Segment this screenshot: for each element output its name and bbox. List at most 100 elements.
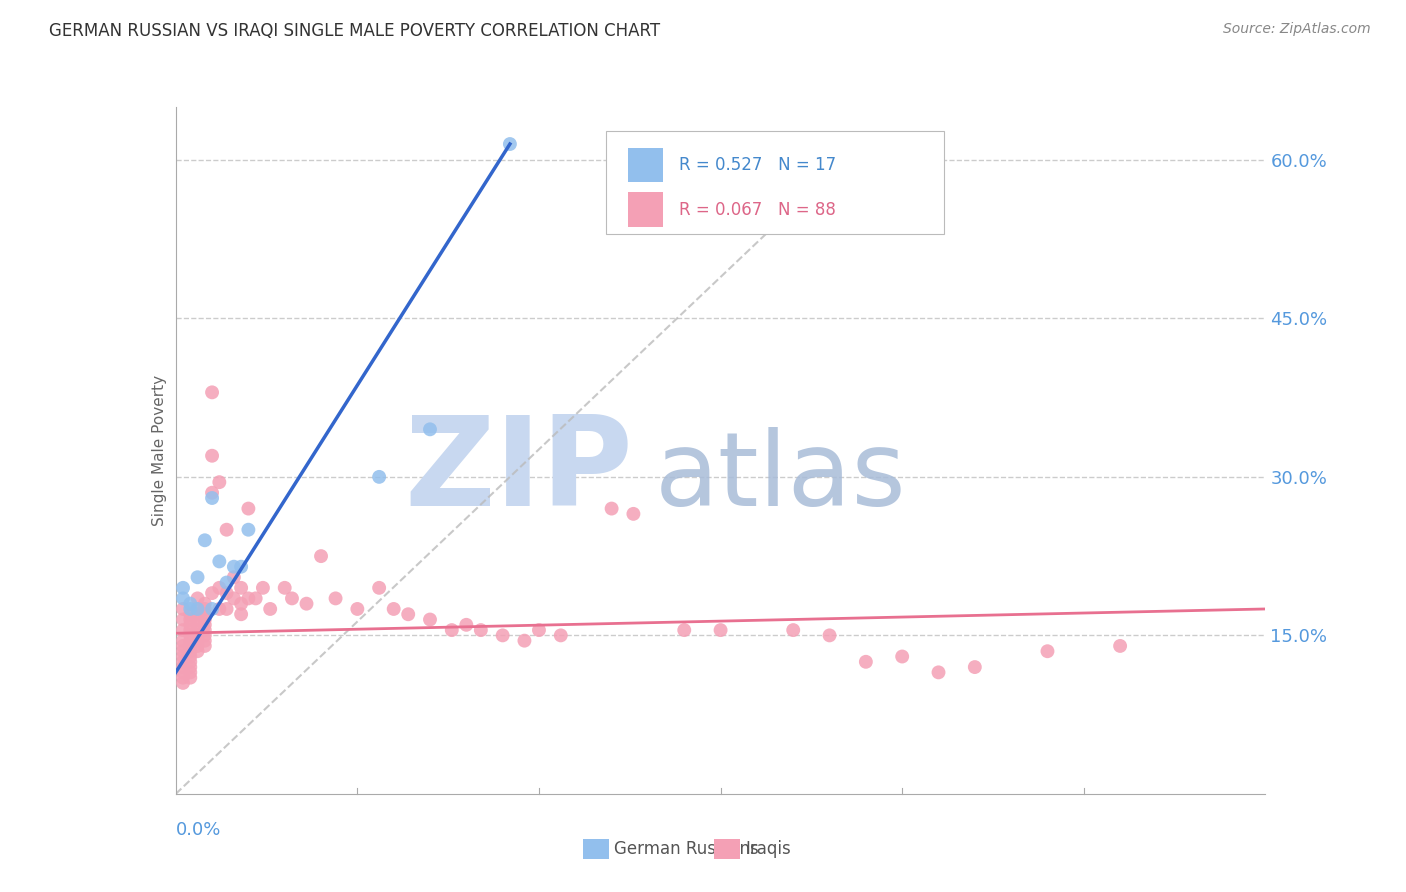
Point — [456, 617, 478, 632]
Point — [172, 633, 194, 648]
Point — [281, 591, 304, 606]
Bar — [628, 148, 662, 183]
Point — [179, 617, 201, 632]
Text: R = 0.527   N = 17: R = 0.527 N = 17 — [679, 156, 837, 174]
Point — [186, 570, 209, 584]
Point — [309, 549, 332, 563]
Point — [818, 628, 841, 642]
Point — [274, 581, 297, 595]
Text: German Russians: German Russians — [614, 840, 759, 858]
FancyBboxPatch shape — [606, 131, 943, 234]
Point — [186, 623, 209, 637]
Point — [194, 633, 217, 648]
Point — [179, 607, 201, 622]
Point — [419, 613, 441, 627]
Point — [231, 559, 253, 574]
Text: 0.0%: 0.0% — [176, 822, 221, 839]
Point — [527, 623, 550, 637]
Point — [295, 597, 318, 611]
Point — [222, 591, 245, 606]
Point — [194, 533, 217, 548]
Point — [179, 613, 201, 627]
Point — [179, 665, 201, 680]
Text: GERMAN RUSSIAN VS IRAQI SINGLE MALE POVERTY CORRELATION CHART: GERMAN RUSSIAN VS IRAQI SINGLE MALE POVE… — [49, 22, 661, 40]
Point — [245, 591, 267, 606]
Point — [172, 602, 194, 616]
Point — [194, 613, 217, 627]
Point — [891, 649, 914, 664]
Point — [172, 649, 194, 664]
Point — [368, 581, 391, 595]
Point — [231, 607, 253, 622]
Y-axis label: Single Male Poverty: Single Male Poverty — [152, 375, 167, 526]
Point — [396, 607, 419, 622]
Point — [186, 607, 209, 622]
Point — [186, 639, 209, 653]
Point — [710, 623, 733, 637]
Text: Source: ZipAtlas.com: Source: ZipAtlas.com — [1223, 22, 1371, 37]
Point — [419, 422, 441, 436]
Point — [172, 655, 194, 669]
Point — [172, 660, 194, 674]
Point — [963, 660, 986, 674]
Point — [186, 602, 209, 616]
Point — [179, 602, 201, 616]
Point — [513, 633, 536, 648]
Point — [179, 649, 201, 664]
Point — [222, 559, 245, 574]
Text: ZIP: ZIP — [405, 410, 633, 532]
Point — [194, 607, 217, 622]
Point — [172, 676, 194, 690]
Point — [172, 581, 194, 595]
Point — [201, 602, 224, 616]
Point — [179, 660, 201, 674]
Point — [208, 581, 231, 595]
Point — [855, 655, 877, 669]
Point — [208, 475, 231, 490]
Point — [172, 665, 194, 680]
Text: Iraqis: Iraqis — [745, 840, 792, 858]
Point — [172, 591, 194, 606]
Point — [194, 628, 217, 642]
Point — [208, 602, 231, 616]
Point — [231, 581, 253, 595]
Point — [172, 639, 194, 653]
Text: R = 0.067   N = 88: R = 0.067 N = 88 — [679, 201, 837, 219]
Point — [201, 491, 224, 505]
Point — [499, 136, 522, 151]
Point — [325, 591, 347, 606]
Text: atlas: atlas — [655, 427, 907, 528]
Point — [179, 623, 201, 637]
Point — [238, 591, 260, 606]
Point — [470, 623, 492, 637]
Point — [215, 586, 238, 600]
Point — [186, 613, 209, 627]
Point — [238, 501, 260, 516]
Point — [186, 602, 209, 616]
Point — [600, 501, 623, 516]
Bar — [628, 193, 662, 227]
Point — [382, 602, 405, 616]
Point — [222, 570, 245, 584]
Point — [172, 623, 194, 637]
Point — [179, 628, 201, 642]
Point — [346, 602, 368, 616]
Point — [231, 597, 253, 611]
Point — [186, 633, 209, 648]
Point — [179, 671, 201, 685]
Point — [186, 644, 209, 658]
Point — [1036, 644, 1059, 658]
Point — [201, 586, 224, 600]
Point — [621, 507, 644, 521]
Point — [179, 644, 201, 658]
Point — [172, 644, 194, 658]
Point — [215, 575, 238, 590]
Point — [673, 623, 696, 637]
Point — [194, 597, 217, 611]
Point — [492, 628, 515, 642]
Point — [194, 639, 217, 653]
Point — [550, 628, 572, 642]
Point — [179, 633, 201, 648]
Point — [179, 597, 201, 611]
Point — [179, 655, 201, 669]
